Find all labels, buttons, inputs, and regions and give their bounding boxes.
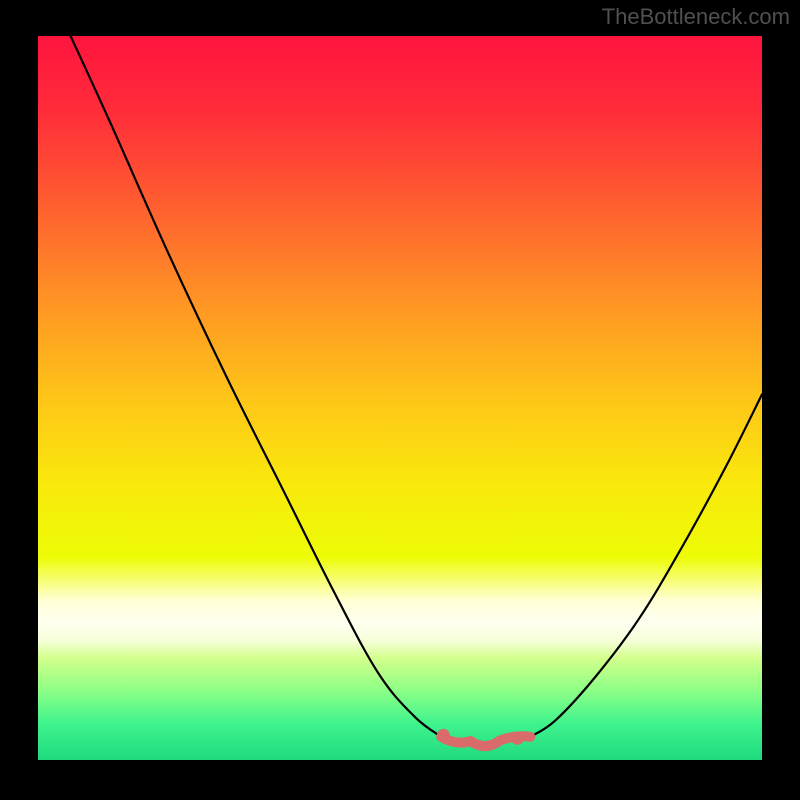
- arc-dot-left: [437, 729, 450, 742]
- chart-container: TheBottleneck.com: [0, 0, 800, 800]
- bottleneck-chart: [38, 36, 762, 760]
- chart-area: [38, 36, 762, 760]
- watermark-text: TheBottleneck.com: [602, 4, 790, 30]
- arc-dot-right: [511, 732, 524, 745]
